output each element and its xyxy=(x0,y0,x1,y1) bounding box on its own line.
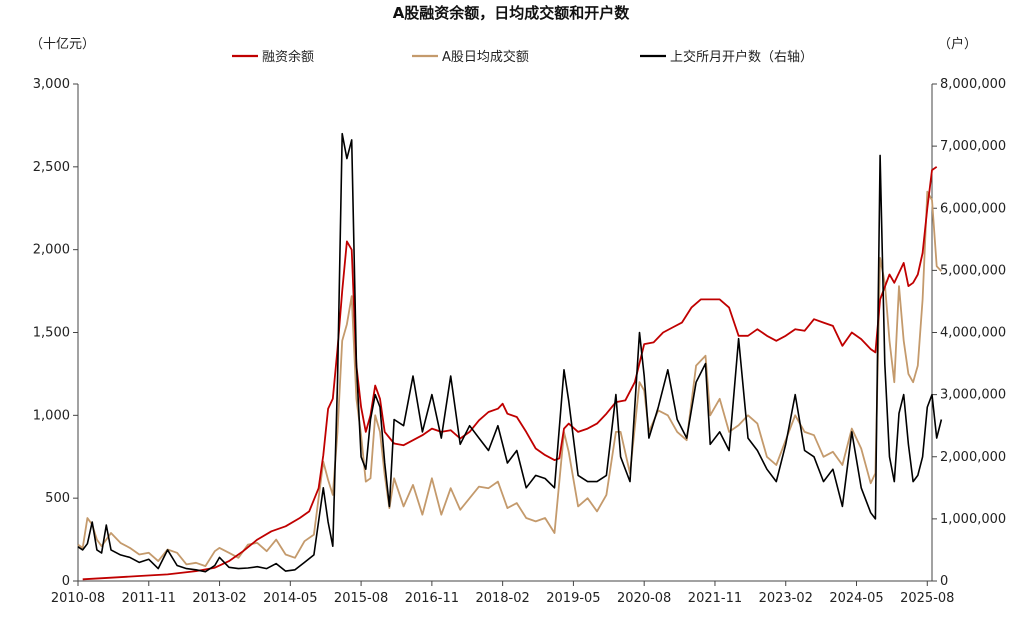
left-tick-label: 3,000 xyxy=(33,77,70,92)
x-tick-label: 2013-02 xyxy=(192,591,246,606)
series-group xyxy=(77,132,943,581)
left-tick-label: 2,000 xyxy=(33,243,70,258)
right-tick-label: 4,000,000 xyxy=(940,326,1006,341)
left-tick-label: 500 xyxy=(45,491,70,506)
axes xyxy=(77,84,933,582)
x-tick-label: 2020-08 xyxy=(617,591,671,606)
left-tick-label: 1,000 xyxy=(33,408,70,423)
right-tick-label: 3,000,000 xyxy=(940,388,1006,403)
legend-label: 融资余额 xyxy=(262,49,314,65)
x-tick-label: 2021-11 xyxy=(688,591,742,606)
x-tick-label: 2023-02 xyxy=(759,591,813,606)
left-tick-label: 1,500 xyxy=(33,326,70,341)
left-axis-unit: （十亿元） xyxy=(30,37,95,52)
legend-label: 上交所月开户数（右轴） xyxy=(670,49,813,65)
x-tick-label: 2015-08 xyxy=(334,591,388,606)
legend: 融资余额 A股日均成交额 上交所月开户数（右轴） xyxy=(232,49,813,65)
left-tick-label: 0 xyxy=(62,574,70,589)
right-tick-label: 5,000,000 xyxy=(940,263,1006,278)
legend-label: A股日均成交额 xyxy=(442,49,529,65)
right-tick-label: 7,000,000 xyxy=(940,139,1006,154)
right-axis-unit: （户） xyxy=(938,36,977,52)
x-tick-label: 2016-11 xyxy=(405,591,459,606)
right-tick-label: 1,000,000 xyxy=(940,512,1006,527)
chart-title: A股融资余额，日均成交额和开户数 xyxy=(393,4,631,22)
x-tick-label: 2011-11 xyxy=(122,591,176,606)
left-tick-label: 2,500 xyxy=(33,160,70,175)
x-tick-label: 2019-05 xyxy=(546,591,600,606)
right-ticks: 0 1,000,000 2,000,000 3,000,000 4,000,000 5,0… xyxy=(932,77,1006,589)
series-line-1 xyxy=(82,166,938,581)
right-tick-label: 8,000,000 xyxy=(940,77,1006,92)
x-tick-label: 2024-05 xyxy=(829,591,883,606)
x-tick-label: 2025-08 xyxy=(900,591,954,606)
right-tick-label: 2,000,000 xyxy=(940,450,1006,465)
x-tick-label: 2014-05 xyxy=(263,591,317,606)
x-ticks: 2010-08 2011-11 2013-02 2014-05 2015-08 2016-… xyxy=(51,581,954,606)
left-ticks: 0 500 1,000 1,500 2,000 2,500 3,000 xyxy=(33,77,78,589)
x-tick-label: 2010-08 xyxy=(51,591,105,606)
right-tick-label: 0 xyxy=(940,574,948,589)
x-tick-label: 2018-02 xyxy=(475,591,529,606)
right-tick-label: 6,000,000 xyxy=(940,201,1006,216)
series-line-2 xyxy=(77,190,943,567)
series-line-3 xyxy=(77,132,943,573)
